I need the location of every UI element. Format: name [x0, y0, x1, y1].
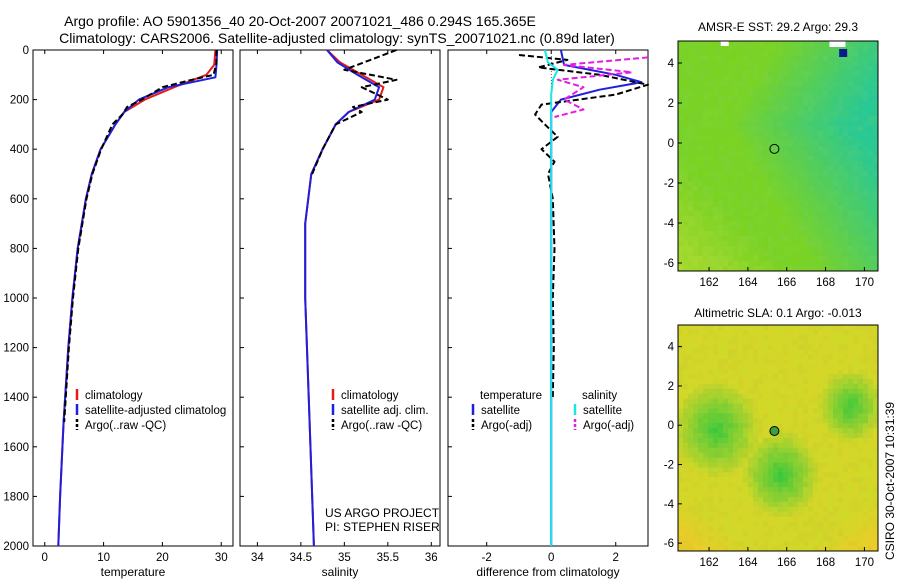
y-tick-label: 2000 [3, 541, 29, 553]
x-axis-label: difference from climatology [476, 565, 619, 579]
y-tick-label: -2 [664, 178, 674, 190]
legend-header: temperature [480, 390, 542, 402]
x-tick-label: -2 [482, 552, 492, 564]
profile-location-marker [769, 426, 780, 437]
map-title: AMSR-E SST: 29.2 Argo: 29.3 [698, 20, 858, 34]
y-tick-label: -4 [664, 218, 675, 230]
legend-entry: Argo(..raw -QC) [85, 420, 166, 432]
map-frame [677, 324, 879, 552]
heatmap-cells [678, 325, 879, 552]
x-tick-label: 170 [855, 277, 874, 289]
y-tick-label: 1600 [3, 442, 29, 454]
y-tick-label: 4 [668, 58, 675, 70]
plot-frame [32, 49, 234, 547]
x-axis-label: salinity [322, 565, 359, 579]
legend-entry: satellite [481, 405, 520, 417]
x-axis-label: temperature [101, 565, 166, 579]
map-panels: AMSR-E SST: 29.2 Argo: 29.3 162 164 166 168 1… [664, 20, 879, 569]
x-tick-label: 10 [97, 552, 110, 564]
x-tick-label: 34 [251, 552, 264, 564]
missing-cell [829, 41, 846, 47]
y-tick-label: -2 [664, 460, 674, 472]
legend-entry: Argo(-adj) [481, 420, 532, 432]
y-tick-label: 1400 [3, 392, 29, 404]
map-title: Altimetric SLA: 0.1 Argo: -0.013 [694, 306, 862, 320]
legend-entry: Argo(..raw -QC) [341, 420, 422, 432]
x-tick-label: 34.5 [290, 552, 312, 564]
x-tick-label: 0 [42, 552, 48, 564]
legend-header: salinity [582, 390, 617, 402]
legend-entry: Argo(-adj) [583, 420, 634, 432]
y-tick-label: -6 [664, 538, 674, 550]
series-line-magenta [554, 56, 649, 118]
y-tick-label: 0 [668, 420, 674, 432]
y-tick-label: 1000 [3, 293, 29, 305]
x-tick-label: 164 [738, 557, 758, 569]
legend-entry: satellite [583, 405, 622, 417]
map-panel-2: Altimetric SLA: 0.1 Argo: -0.013 162 164 16… [664, 306, 879, 569]
plot-frame [239, 49, 441, 547]
y-tick-label: 0 [23, 45, 29, 57]
y-tick-label: 600 [10, 194, 29, 206]
y-tick-label: 200 [10, 95, 29, 107]
x-tick-label: 166 [777, 557, 796, 569]
land-cell [839, 49, 848, 57]
y-tick-label: 2 [668, 381, 674, 393]
y-tick-label: 1200 [3, 343, 29, 355]
plot-frame [447, 49, 649, 547]
x-tick-label: 162 [699, 277, 718, 289]
y-tick-label: -4 [664, 499, 675, 511]
map-panel-1: AMSR-E SST: 29.2 Argo: 29.3 162 164 166 168 1… [664, 20, 879, 289]
y-tick-label: -6 [664, 258, 674, 270]
x-tick-label: 36 [425, 552, 438, 564]
x-tick-label: 20 [156, 552, 169, 564]
x-tick-label: 35 [338, 552, 351, 564]
x-tick-label: 164 [738, 277, 758, 289]
y-tick-label: 4 [668, 342, 675, 354]
x-tick-label: 170 [855, 557, 874, 569]
profile-location-marker [769, 143, 780, 154]
y-tick-label: 400 [10, 144, 29, 156]
x-tick-label: 168 [816, 557, 835, 569]
project-label-line1: US ARGO PROJECT [325, 506, 440, 520]
profile-panel-2: 34 34.5 35 35.5 36 salinity climatology satelli… [239, 49, 441, 579]
x-tick-label: 166 [777, 277, 796, 289]
map-frame [677, 40, 879, 272]
series-line-black [63, 50, 218, 423]
legend-entry: satellite-adjusted climatolog [85, 405, 226, 417]
x-tick-label: 162 [699, 557, 718, 569]
x-tick-label: 168 [816, 277, 835, 289]
y-tick-label: 2 [668, 98, 674, 110]
legend-entry: satellite adj. clim. [341, 405, 429, 417]
x-tick-label: 2 [613, 552, 619, 564]
legend-entry: climatology [85, 390, 143, 402]
series-line-cyan [543, 49, 559, 546]
figure-title-line1: Argo profile: AO 5901356_40 20-Oct-2007 … [64, 13, 536, 29]
heatmap-cells [678, 41, 879, 272]
x-tick-label: 30 [215, 552, 228, 564]
legend-entry: climatology [341, 390, 399, 402]
y-tick-label: 1800 [3, 491, 29, 503]
credit-label: CSIRO 30-Oct-2007 10:31:39 [883, 402, 897, 560]
x-tick-label: 35.5 [377, 552, 399, 564]
missing-cell [720, 41, 729, 46]
profile-panels: 0 10 20 30020040060080010001200140016001800… [3, 45, 649, 579]
y-tick-label: 800 [10, 243, 29, 255]
figure-title-line2: Climatology: CARS2006. Satellite-adjuste… [59, 30, 615, 46]
x-tick-label: 0 [548, 552, 554, 564]
profile-panel-1: 0 10 20 30 0 200 400 600 800 1000 1200 1400 1600 1800… [3, 45, 234, 579]
series-line-black [311, 49, 398, 175]
y-tick-label: 0 [668, 138, 674, 150]
project-label-line2: PI: STEPHEN RISER [325, 520, 440, 534]
